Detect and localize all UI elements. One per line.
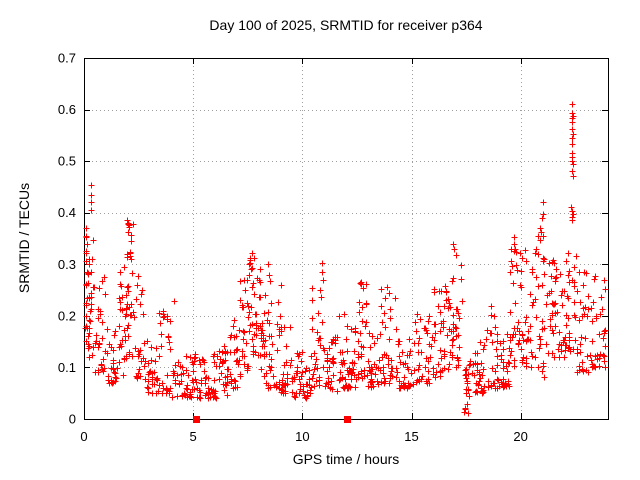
y-tick-label: 0.3 (58, 257, 76, 272)
chart-title: Day 100 of 2025, SRMTID for receiver p36… (209, 17, 483, 33)
y-tick-label: 0.5 (58, 154, 76, 169)
x-tick-label: 5 (190, 429, 197, 444)
y-tick-label: 0.1 (58, 360, 76, 375)
x-tick-label: 20 (513, 429, 527, 444)
plot-border (84, 58, 609, 420)
data-points-plus-markers (82, 101, 609, 417)
x-axis-label: GPS time / hours (292, 451, 400, 467)
x-tick-label: 0 (80, 429, 87, 444)
x-tick-label: 10 (295, 429, 309, 444)
y-tick-label: 0.4 (58, 205, 76, 220)
y-tick-label: 0 (69, 412, 76, 427)
y-tick-label: 0.7 (58, 51, 76, 66)
y-tick-label: 0.2 (58, 308, 76, 323)
y-tick-label: 0.6 (58, 102, 76, 117)
x-tick-label: 15 (404, 429, 418, 444)
flagged-point-square-marker (344, 416, 351, 423)
flagged-point-square-marker (193, 416, 200, 423)
